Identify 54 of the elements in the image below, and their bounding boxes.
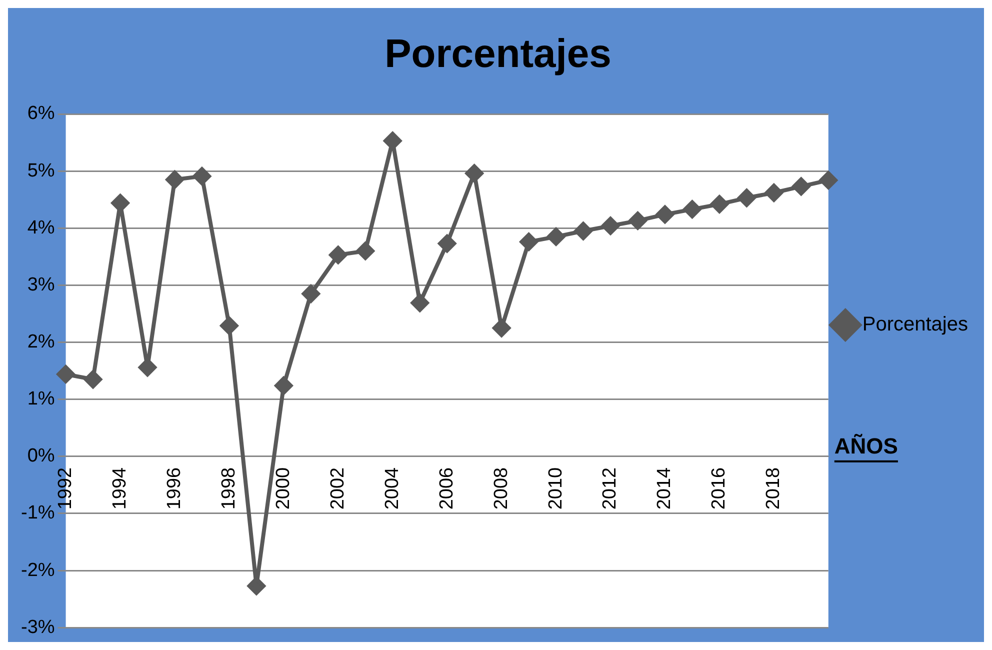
- y-tick-label: -2%: [20, 560, 55, 581]
- y-tick-label: -1%: [20, 502, 55, 524]
- point: [602, 216, 620, 235]
- x-tick-label: 1992: [55, 467, 76, 510]
- x-tick-label: 2000: [272, 467, 294, 510]
- point: [738, 188, 756, 207]
- y-tick-label: 6%: [27, 103, 55, 124]
- point: [329, 246, 348, 264]
- point: [438, 234, 456, 253]
- x-tick-label: 2016: [708, 467, 730, 510]
- point: [656, 205, 674, 224]
- x-tick-label: 1996: [164, 467, 185, 510]
- point: [410, 294, 429, 312]
- point: [84, 370, 102, 388]
- legend-label: Porcentajes: [862, 314, 968, 336]
- point: [819, 171, 838, 190]
- point: [547, 228, 566, 246]
- x-tick-label: 2012: [600, 467, 621, 510]
- x-tick-label: 2006: [436, 467, 458, 510]
- point: [764, 184, 783, 202]
- x-axis-title: AÑOS: [834, 433, 898, 458]
- y-tick-label: 3%: [27, 274, 55, 296]
- point: [520, 232, 538, 251]
- y-tick-label: 2%: [27, 332, 55, 352]
- x-tick-label: 2008: [490, 467, 512, 510]
- point: [166, 170, 184, 189]
- y-tick-label: -3%: [20, 616, 55, 638]
- y-tick-label: 1%: [27, 388, 55, 410]
- point: [302, 284, 320, 303]
- point: [710, 195, 728, 214]
- point: [792, 177, 810, 196]
- point: [356, 242, 374, 260]
- x-tick-label: 1994: [109, 466, 130, 510]
- x-tick-label: 2004: [382, 466, 403, 510]
- point: [56, 365, 75, 384]
- x-tick-label: 2002: [327, 467, 348, 510]
- y-tick-label: 0%: [27, 446, 55, 467]
- point: [384, 132, 402, 150]
- point: [574, 222, 592, 240]
- point: [628, 212, 647, 230]
- point: [247, 576, 266, 595]
- x-tick-label: 2010: [545, 467, 566, 510]
- y-tick-label: 4%: [27, 217, 55, 238]
- point: [683, 200, 702, 218]
- point: [465, 164, 484, 182]
- x-tick-label: 2014: [654, 466, 676, 510]
- y-tick-label: 5%: [27, 160, 55, 182]
- point: [192, 167, 211, 186]
- x-tick-label: 1998: [218, 467, 240, 510]
- chart-title: Porcentajes: [384, 32, 612, 76]
- x-tick-label: 2018: [763, 467, 784, 510]
- point: [220, 316, 238, 335]
- point: [274, 376, 293, 395]
- point: [492, 319, 511, 337]
